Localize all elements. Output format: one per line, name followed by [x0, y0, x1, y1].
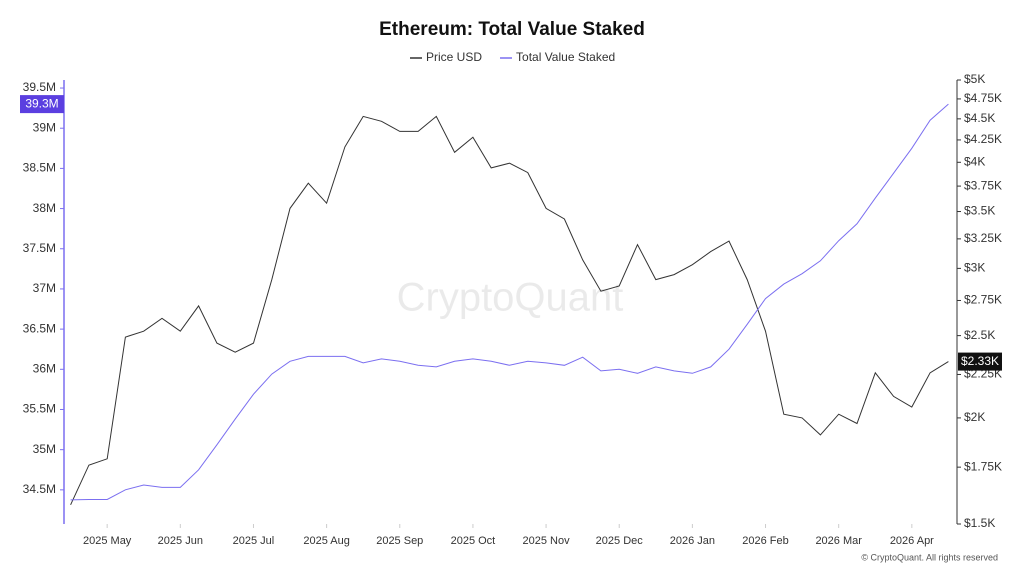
- y-tick-label: 35M: [33, 442, 56, 456]
- y-tick-label: 39.5M: [23, 80, 56, 94]
- y2-tick-label: $4.25K: [964, 132, 1002, 146]
- x-tick-label: 2025 Jul: [233, 535, 275, 547]
- x-tick-label: 2025 Aug: [303, 535, 350, 547]
- x-tick-label: 2025 Sep: [376, 535, 423, 547]
- y-tick-label: 38M: [33, 201, 56, 215]
- y2-tick-label: $2.75K: [964, 293, 1002, 307]
- y-tick-label: 34.5M: [23, 482, 56, 496]
- y-tick-label: 36M: [33, 361, 56, 375]
- last-value-label: 39.3M: [25, 96, 58, 110]
- y2-tick-label: $4K: [964, 154, 985, 168]
- y-tick-label: 39M: [33, 120, 56, 134]
- x-tick-label: 2025 Dec: [596, 535, 644, 547]
- y2-tick-label: $2K: [964, 410, 985, 424]
- x-tick-label: 2025 May: [83, 535, 132, 547]
- x-tick-label: 2026 Apr: [890, 535, 934, 547]
- y2-tick-label: $3.75K: [964, 178, 1002, 192]
- chart-title: Ethereum: Total Value Staked: [379, 19, 645, 40]
- footer: © CryptoQuant. All rights reserved: [861, 552, 998, 562]
- watermark: CryptoQuant: [397, 276, 624, 320]
- last-value-badge: [958, 352, 1002, 371]
- series-line: [70, 115, 949, 506]
- y2-tick-label: $1.5K: [964, 516, 995, 530]
- y2-tick-label: $3K: [964, 261, 985, 275]
- x-tick-label: 2025 Nov: [523, 535, 571, 547]
- series-line: [70, 103, 949, 501]
- x-tick-label: 2026 Mar: [815, 535, 862, 547]
- x-tick-label: 2026 Feb: [742, 535, 788, 547]
- y2-tick-label: $4.5K: [964, 111, 995, 125]
- last-value-badge: [20, 95, 64, 114]
- y2-tick-label: $3.25K: [964, 231, 1002, 245]
- y-tick-label: 36.5M: [23, 321, 56, 335]
- y2-tick-label: $2.5K: [964, 328, 995, 342]
- y-tick-label: 38.5M: [23, 161, 56, 175]
- y2-tick-label: $4.75K: [964, 91, 1002, 105]
- y-tick-label: 37.5M: [23, 241, 56, 255]
- last-value-label: $2.33K: [961, 354, 999, 368]
- y-tick-label: 37M: [33, 281, 56, 295]
- y2-tick-label: $1.75K: [964, 459, 1002, 473]
- legend-label: Price USD: [426, 50, 482, 64]
- legend-label: Total Value Staked: [516, 50, 615, 64]
- y-tick-label: 35.5M: [23, 402, 56, 416]
- y2-tick-label: $5K: [964, 72, 985, 86]
- x-tick-label: 2025 Jun: [158, 535, 203, 547]
- y2-tick-label: $3.5K: [964, 204, 995, 218]
- x-tick-label: 2025 Oct: [451, 535, 496, 547]
- x-tick-label: 2026 Jan: [670, 535, 715, 547]
